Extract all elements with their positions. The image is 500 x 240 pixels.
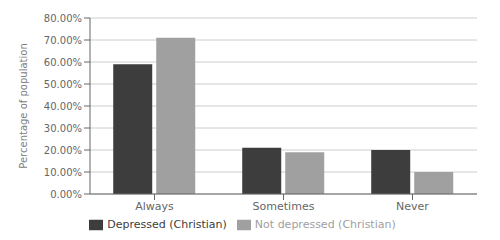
svg-text:30.00%: 30.00% (44, 123, 82, 134)
html-text:Not depressed (Christian): Not depressed (Christian) (254, 218, 396, 231)
svg-text:10.00%: 10.00% (44, 167, 82, 178)
svg-text:40.00%: 40.00% (44, 101, 82, 112)
svg-text:80.00%: 80.00% (44, 13, 82, 24)
svg-text:20.00%: 20.00% (44, 145, 82, 156)
svg-text:Never: Never (396, 200, 429, 213)
svg-text:60.00%: 60.00% (44, 57, 82, 68)
svg-text:Always: Always (135, 200, 174, 213)
svg-text:Percentage of population: Percentage of population (18, 43, 29, 168)
svg-text:0.00%: 0.00% (50, 189, 82, 200)
svg-text:Sometimes: Sometimes (253, 200, 315, 213)
html-text:Depressed (Christian): Depressed (Christian) (107, 218, 227, 231)
svg-text:50.00%: 50.00% (44, 79, 82, 90)
svg-text:70.00%: 70.00% (44, 35, 82, 46)
